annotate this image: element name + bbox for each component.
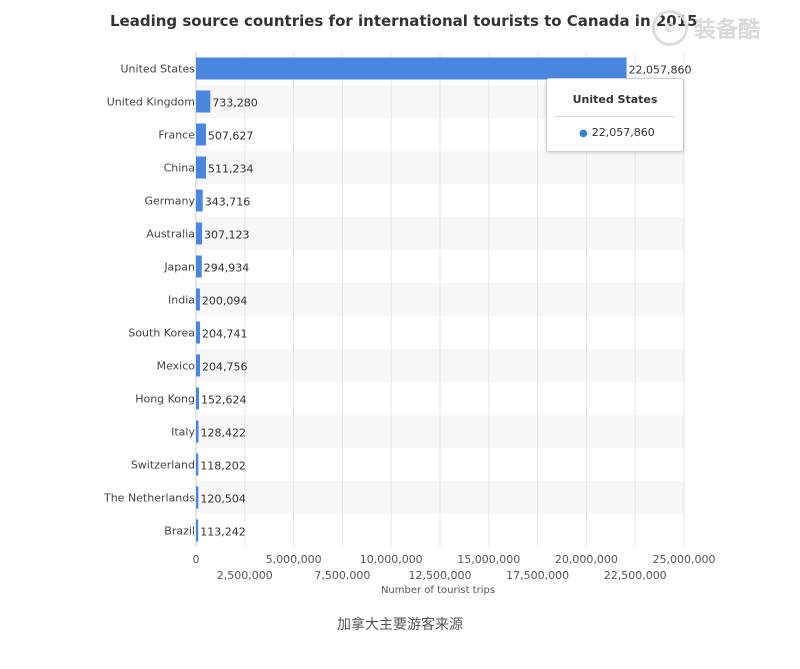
x-tick-label: 2,500,000: [217, 569, 273, 582]
bar-chart: United States 22,057,860 United Kingdom 733…: [103, 52, 716, 596]
value-label: 200,094: [202, 295, 248, 308]
tooltip-value: 22,057,860: [591, 126, 655, 139]
category-label: Australia: [146, 228, 195, 241]
category-label: Brazil: [164, 525, 195, 538]
category-label: United Kingdom: [107, 96, 195, 109]
value-label: 120,504: [200, 493, 246, 506]
bar: [196, 354, 200, 377]
bar: [196, 255, 202, 278]
value-label: 307,123: [204, 229, 250, 242]
watermark: ⊘ 装备酷: [652, 10, 760, 46]
x-tick-label: 12,500,000: [409, 569, 472, 582]
value-label: 733,280: [212, 97, 258, 110]
category-label: Japan: [163, 261, 195, 274]
category-label: United States: [121, 63, 196, 76]
bar: [196, 288, 200, 311]
bar: [196, 486, 199, 509]
value-label: 511,234: [208, 163, 254, 176]
chart-tooltip: United States ● 22,057,860: [546, 78, 684, 152]
value-label: 118,202: [200, 460, 246, 473]
value-label: 152,624: [201, 394, 247, 407]
bar: [196, 387, 199, 410]
x-tick-label: 20,000,000: [555, 553, 618, 566]
watermark-text: 装备酷: [694, 18, 761, 43]
tooltip-title: United States: [572, 93, 658, 106]
category-label: Italy: [171, 426, 195, 439]
category-label: China: [164, 162, 195, 175]
tooltip-divider: [555, 116, 675, 117]
value-label: 294,934: [204, 262, 250, 275]
category-label: The Netherlands: [103, 492, 195, 505]
bar: [196, 90, 211, 113]
bar: [196, 189, 203, 212]
tooltip-row: ● 22,057,860: [579, 126, 655, 139]
value-label: 204,756: [202, 361, 248, 374]
category-label: India: [168, 294, 195, 307]
x-axis-title: Number of tourist trips: [381, 585, 495, 596]
value-label: 22,057,860: [629, 64, 692, 77]
value-label: 343,716: [205, 196, 251, 209]
category-label: Hong Kong: [135, 393, 195, 406]
bar: [196, 57, 627, 80]
image-caption: 加拿大主要游客来源: [337, 617, 463, 633]
bar: [196, 123, 206, 146]
x-tick-label: 25,000,000: [653, 553, 716, 566]
bar: [196, 453, 199, 476]
x-tick-label: 22,500,000: [604, 569, 667, 582]
x-tick-label: 5,000,000: [266, 553, 322, 566]
chart-title: Leading source countries for internation…: [110, 12, 698, 30]
bar: [196, 156, 206, 179]
bar: [196, 420, 199, 443]
x-tick-label: 17,500,000: [506, 569, 569, 582]
category-label: France: [158, 129, 195, 142]
x-tick-label: 15,000,000: [457, 553, 520, 566]
watermark-logo-icon: ⊘: [652, 10, 688, 46]
series-dot-icon: ●: [579, 128, 588, 139]
value-label: 507,627: [208, 130, 254, 143]
category-label: Germany: [144, 195, 195, 208]
bar: [196, 519, 199, 542]
bar: [196, 321, 200, 344]
x-tick-label: 0: [193, 553, 200, 566]
bar: [196, 222, 202, 245]
value-label: 113,242: [200, 526, 246, 539]
x-tick-label: 10,000,000: [360, 553, 423, 566]
category-label: Switzerland: [131, 459, 195, 472]
value-label: 128,422: [201, 427, 247, 440]
x-tick-label: 7,500,000: [314, 569, 370, 582]
category-label: South Korea: [128, 327, 195, 340]
value-label: 204,741: [202, 328, 248, 341]
category-label: Mexico: [157, 360, 196, 373]
